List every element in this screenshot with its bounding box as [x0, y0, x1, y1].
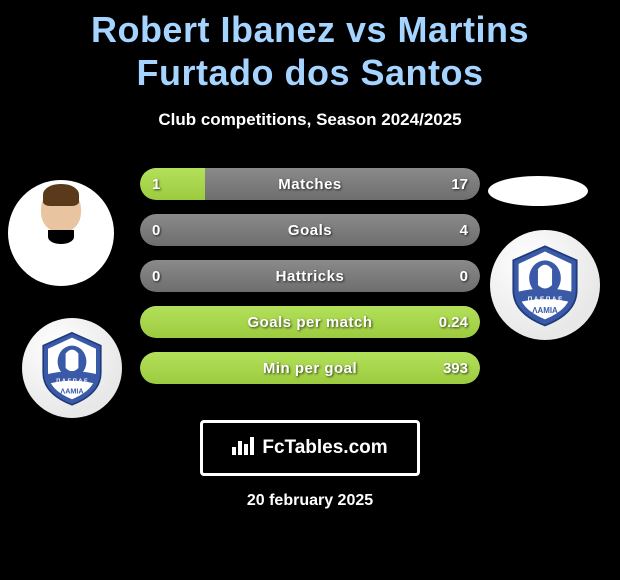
stat-label: Hattricks [140, 260, 480, 292]
stat-value-left: 1 [152, 168, 160, 200]
shield-icon: Π.Α.Ε Π.Α.Ε ΛΑΜΙΑ [501, 241, 589, 329]
stat-row: Min per goal393 [140, 352, 480, 384]
club-crest-left: Π.Α.Ε Π.Α.Ε ΛΑΜΙΑ [22, 318, 122, 418]
svg-text:Π.Α.Ε Π.Α.Ε: Π.Α.Ε Π.Α.Ε [56, 378, 88, 384]
bar-chart-icon [232, 435, 254, 461]
stat-value-left: 0 [152, 260, 160, 292]
svg-text:ΛΑΜΙΑ: ΛΑΜΙΑ [60, 387, 83, 396]
stat-row: Matches1 17 [140, 168, 480, 200]
stat-value-right: 0.24 [439, 306, 468, 338]
svg-text:Π.Α.Ε Π.Α.Ε: Π.Α.Ε Π.Α.Ε [528, 296, 563, 303]
stat-row: Hattricks0 0 [140, 260, 480, 292]
shield-icon: Π.Α.Ε Π.Α.Ε ΛΑΜΙΑ [32, 328, 112, 408]
date-text: 20 february 2025 [0, 492, 620, 510]
stat-label: Min per goal [140, 352, 480, 384]
brand-badge[interactable]: FcTables.com [200, 420, 420, 476]
stat-row: Goals per match0.24 [140, 306, 480, 338]
stat-value-right: 4 [460, 214, 468, 246]
stat-row: Goals0 4 [140, 214, 480, 246]
stats-comparison: Matches117Goals04Hattricks00Goals per ma… [140, 168, 480, 398]
stat-value-right: 0 [460, 260, 468, 292]
stat-value-right: 393 [443, 352, 468, 384]
stat-label: Matches [140, 168, 480, 200]
stat-label: Goals [140, 214, 480, 246]
player-right-photo [488, 176, 588, 206]
stat-label: Goals per match [140, 306, 480, 338]
club-crest-right: Π.Α.Ε Π.Α.Ε ΛΑΜΙΑ [490, 230, 600, 340]
subtitle: Club competitions, Season 2024/2025 [0, 110, 620, 130]
stat-value-right: 17 [451, 168, 468, 200]
brand-text: FcTables.com [262, 437, 387, 459]
svg-text:ΛΑΜΙΑ: ΛΑΜΙΑ [532, 306, 558, 315]
player-left-photo [8, 180, 114, 286]
page-title: Robert Ibanez vs Martins Furtado dos San… [0, 0, 620, 94]
stat-value-left: 0 [152, 214, 160, 246]
